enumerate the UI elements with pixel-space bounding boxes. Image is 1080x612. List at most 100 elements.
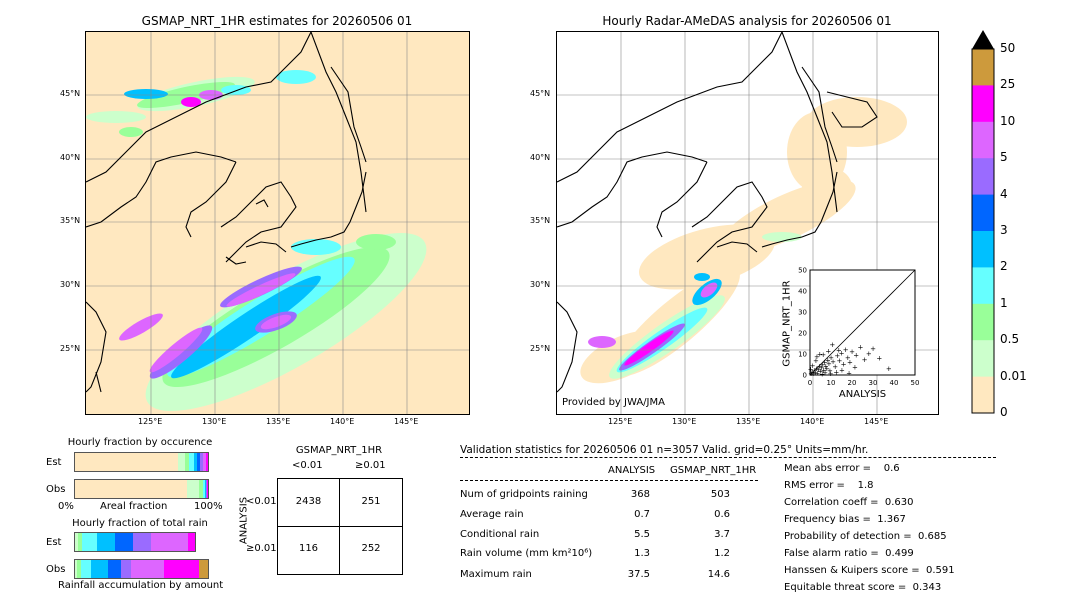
score-rmse: RMS error = 1.8 [784,480,874,491]
scatter-point: + [825,348,831,356]
scatter-point: + [819,364,825,372]
colorbar-label: 4 [1000,186,1008,201]
contingency-col-1: ≥0.01 [355,460,386,471]
scatter-point: + [814,370,820,378]
contingency-title: GSMAP_NRT_1HR [295,445,383,456]
scatter-point: + [825,357,831,365]
colorbar-segment [972,303,994,341]
scatter-point: + [819,371,825,379]
left-map [85,31,470,415]
occurrence-axis-left: 0% [58,501,74,512]
scatter-point: + [857,343,863,351]
stat-gsmap: 503 [710,489,730,500]
scatter-point: + [832,363,838,371]
scatter-point: + [808,370,814,378]
right-lon-label-135: 135°E [736,417,761,426]
scatter-point: + [834,352,840,360]
scatter-point: + [830,358,836,366]
right-lat-label-35: 35°N [530,216,551,225]
score-ets: Equitable threat score = 0.343 [784,582,942,593]
stat-label: Num of gridpoints raining [460,489,588,500]
scatter-point: + [820,361,826,369]
colorbar-segment [972,194,994,232]
scatter-point: + [809,368,815,376]
scatter-point: + [820,351,826,359]
scatter-point: + [813,365,819,373]
scatter-point: + [818,368,824,376]
contingency-cell-hit-neg: 2438 [295,496,322,507]
stat-label: Average rain [460,509,524,520]
scatter-x-tick-label: 0 [808,379,812,387]
score-freq-bias: Frequency bias = 1.367 [784,514,906,525]
scatter-y-tick-label: 50 [798,267,807,275]
colorbar-label: 0 [1000,405,1008,419]
colorbar-label: 0.5 [1000,332,1020,347]
colorbar-label: 3 [1000,223,1008,237]
total-est-label: Est [46,537,62,548]
colorbar-label: 25 [1000,77,1016,92]
validation-header-rule [460,457,996,458]
scatter-point: + [810,370,816,378]
left-lat-label-30: 30°N [60,280,81,289]
scatter-point: + [852,364,858,372]
occurrence-axis-right: 100% [194,501,223,512]
left-lon-label-140: 140°E [330,417,355,426]
scatter-point: + [811,367,817,375]
scatter-ylabel: GSMAP_NRT_1HR [781,280,793,367]
right-lat-label-45: 45°N [530,89,551,98]
colorbar [971,30,995,414]
total-axis-label: Rainfall accumulation by amount [58,580,224,591]
colorbar-segment [972,85,994,123]
colorbar-extend-arrow [972,30,994,49]
scatter-point: + [823,362,829,370]
occurrence-obs-label: Obs [46,484,66,495]
scatter-x-tick-label: 30 [869,379,878,387]
right-lat-label-25: 25°N [530,344,551,353]
scatter-x-tick-label: 40 [890,379,899,387]
total-est-bar [74,532,196,552]
total-obs-label: Obs [46,564,66,575]
scatter-point: + [828,354,834,362]
scatter-point: + [826,360,832,368]
right-map-title: Hourly Radar-AMeDAS analysis for 2026050… [602,14,892,28]
scatter-point: + [839,367,845,375]
scatter-point: + [833,369,839,377]
scatter-x-tick-label: 20 [848,379,857,387]
validation-header: Validation statistics for 20260506 01 n=… [460,444,869,456]
left-lon-label-145: 145°E [394,417,419,426]
stat-label: Rain volume (mm km²10⁶) [460,548,593,559]
right-lon-label-140: 140°E [800,417,825,426]
scatter-point: + [836,347,842,355]
right-rain [588,232,802,379]
stat-gsmap: 3.7 [714,529,730,540]
scatter-y-tick-label: 10 [798,351,807,359]
left-lat-label-45: 45°N [60,89,81,98]
right-lon-label-125: 125°E [608,417,633,426]
scatter-point: + [817,350,823,358]
colorbar-segment [972,340,994,378]
occurrence-title: Hourly fraction by occurence [67,437,213,448]
scatter-point: + [839,349,845,357]
scatter-point: + [847,359,853,367]
scatter-y-tick-label: 40 [798,288,807,296]
occurrence-axis-mid: Areal fraction [100,501,168,512]
scatter-point: + [822,369,828,377]
colorbar-segment [972,231,994,268]
scatter-point: + [886,365,892,373]
colorbar-segment [972,376,994,414]
colorbar-label: 0.01 [1000,368,1027,383]
scatter-point: + [824,365,830,373]
scatter-point: + [817,363,823,371]
scatter-point: + [815,366,821,374]
scatter-point: + [853,352,859,360]
scatter-point: + [821,366,827,374]
scatter-point: + [870,345,876,353]
scatter-point: + [862,356,868,364]
score-mae: Mean abs error = 0.6 [784,463,900,474]
right-lon-label-145: 145°E [864,417,889,426]
validation-col-rule [460,480,758,481]
scatter-point: + [822,358,828,366]
contingency-row-0: <0.01 [246,496,277,507]
scatter-plot: ++++++++++++++++++++++++++++++++++++++++… [798,267,919,388]
contingency-col-0: <0.01 [292,460,323,471]
